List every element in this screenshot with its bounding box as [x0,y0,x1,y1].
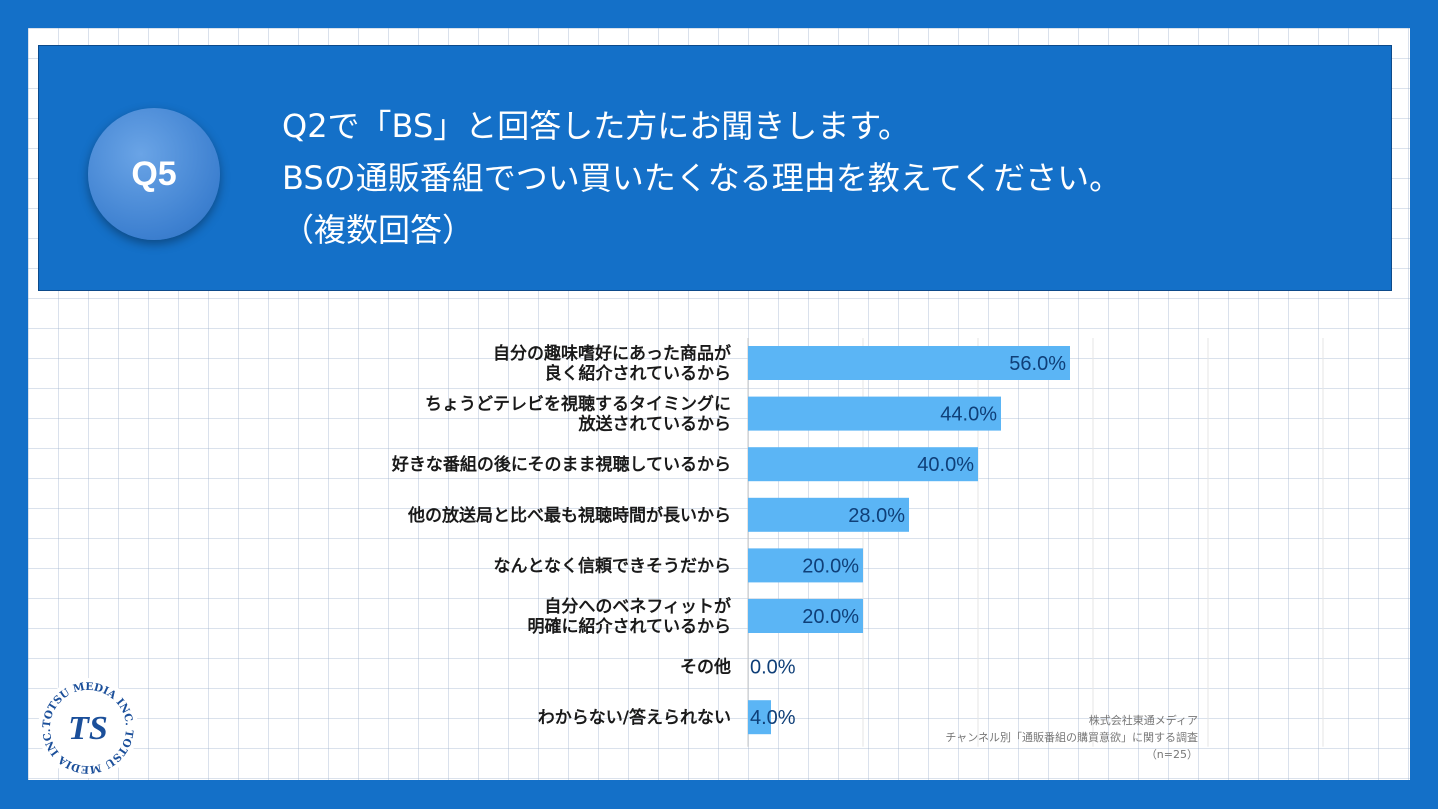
category-label: 自分へのベネフィットが [544,596,731,617]
category-label: 良く紹介されているから [545,363,732,384]
question-line-1: Q2で「BS」と回答した方にお聞きします。 [282,107,911,145]
bar-value-label: 56.0% [1009,353,1066,375]
credit-sample: （n=25） [1145,748,1198,761]
source-credit: 株式会社東通メディア チャンネル別「通販番組の購買意欲」に関する調査 （n=25… [945,712,1198,763]
question-line-2: BSの通販番組でつい買いたくなる理由を教えてください。 [282,159,1122,197]
bar-value-label: 20.0% [802,606,859,628]
category-label: ちょうどテレビを視聴するタイミングに [425,394,731,415]
category-label: わからない/答えられない [538,707,731,728]
question-number-badge: Q5 [88,108,220,240]
category-label: 放送されているから [578,414,732,435]
bar-value-label: 44.0% [940,404,997,426]
bar [748,700,771,735]
category-label: 他の放送局と比べ最も視聴時間が長いから [407,505,731,526]
question-line-3: （複数回答） [282,211,475,249]
question-header [38,45,1392,291]
bar [748,497,909,532]
bar [748,599,863,633]
category-label: 自分の趣味嗜好にあった商品が [493,343,731,364]
category-label: 好きな番組の後にそのまま視聴しているから [391,454,731,475]
credit-survey: チャンネル別「通販番組の購買意欲」に関する調査 [945,731,1198,744]
bar [748,346,1070,380]
bar-value-label: 0.0% [750,657,796,679]
category-label: その他 [680,657,731,678]
totsu-media-logo: TOTSU MEDIA INC. TOTSU MEDIA INC. TOTSU … [36,676,138,778]
bar-value-label: 40.0% [917,454,974,476]
category-label: 明確に紹介されているから [528,616,732,637]
bar [748,396,1001,431]
question-text: Q2で「BS」と回答した方にお聞きします。 BSの通販番組でつい買いたくなる理由… [282,100,1362,256]
category-label: なんとなく信頼できそうだから [494,555,732,576]
badge-label: Q5 [131,154,177,193]
bar [748,447,978,482]
bar-value-label: 4.0% [750,707,796,729]
bar-value-label: 28.0% [848,505,905,527]
logo-mark: TS [68,710,108,747]
credit-company: 株式会社東通メディア [1088,714,1198,727]
bar-value-label: 20.0% [802,555,859,577]
bar [748,548,863,583]
